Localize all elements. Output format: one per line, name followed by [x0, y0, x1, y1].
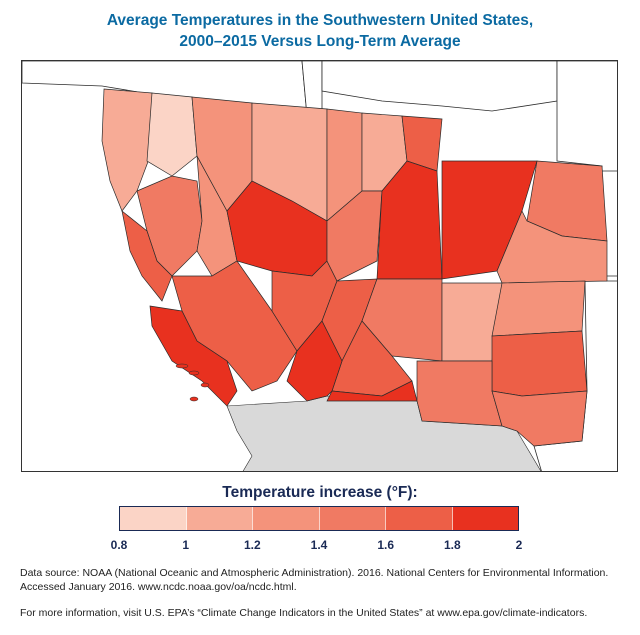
legend-title: Temperature increase (°F):: [222, 484, 418, 501]
island-1: [175, 363, 189, 369]
ut-southeast: [376, 160, 443, 280]
data-source-line2: Accessed January 2016. www.ncdc.noaa.gov…: [20, 581, 297, 593]
nebraska-region: [556, 61, 617, 172]
ca-south-coast: [149, 305, 238, 407]
more-info-note: For more information, visit U.S. EPA’s “…: [20, 607, 588, 619]
legend-swatch-6: [452, 507, 518, 530]
legend-tick-1.8: 1.8: [443, 538, 461, 552]
southwest-temperature-map: [21, 60, 618, 472]
southwest-climate-divisions: [101, 88, 608, 447]
legend-tick-0.8: 0.8: [110, 538, 128, 552]
legend-swatch-3: [253, 507, 320, 530]
legend-swatch-2: [186, 507, 253, 530]
legend-tick-1.6: 1.6: [377, 538, 394, 552]
data-source-note: Data source: NOAA (National Oceanic and …: [20, 566, 625, 594]
legend-swatch-1: [120, 507, 187, 530]
ca-central-coast: [121, 210, 173, 302]
nm-southwest: [416, 360, 503, 427]
island-2: [188, 370, 200, 376]
az-northeast: [361, 278, 443, 362]
data-source-line1: Data source: NOAA (National Oceanic and …: [20, 567, 609, 579]
legend-tick-1.2: 1.2: [243, 538, 261, 552]
legend-tick-1.4: 1.4: [310, 538, 328, 552]
map-title-line1: Average Temperatures in the Southwestern…: [106, 12, 534, 29]
channel-islands: [175, 363, 210, 402]
az-southeast: [326, 380, 418, 402]
island-3: [200, 382, 210, 388]
map-title: Average Temperatures in the Southwestern…: [0, 10, 640, 52]
ca-northeast: [146, 92, 198, 177]
map-title-line2: 2000–2015 Versus Long-Term Average: [179, 33, 461, 50]
nm-southeast: [491, 390, 588, 447]
az-southwest: [286, 320, 343, 402]
co-central: [496, 210, 608, 284]
nm-northeast: [491, 280, 586, 337]
wyoming-region: [321, 61, 558, 112]
legend-tick-1: 1: [182, 538, 189, 552]
legend-swatch-5: [386, 507, 453, 530]
legend-tick-labels: 0.8 1 1.2 1.4 1.6 1.8 2: [0, 538, 640, 554]
ut-west-central: [326, 190, 383, 282]
legend-tick-2: 2: [515, 538, 523, 552]
nm-central: [491, 330, 588, 397]
map-svg: [22, 61, 617, 471]
legend-color-bar: [119, 506, 519, 531]
legend-swatch-4: [319, 507, 386, 530]
island-4: [189, 396, 199, 402]
